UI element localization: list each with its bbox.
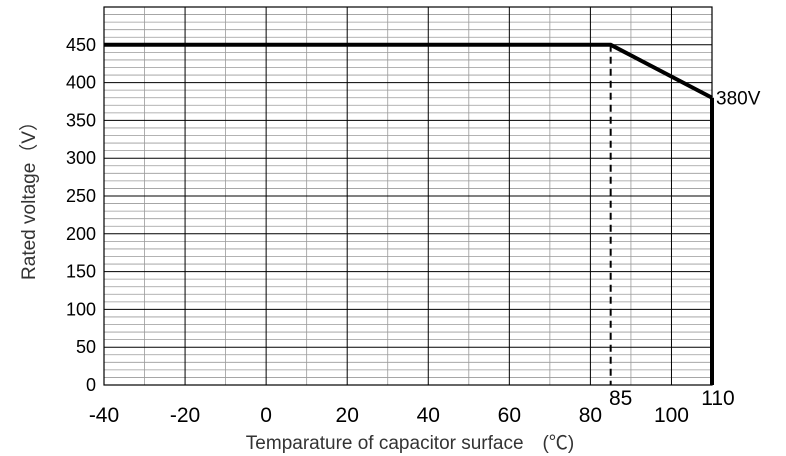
x-tick-label: -40 [89, 404, 119, 427]
y-tick-label: 400 [66, 73, 96, 93]
reference-lines [609, 44, 714, 385]
annotation-380v-label: 380V [716, 89, 761, 110]
y-tick-labels: 0 50 100 150 200 250 300 350 400 450 [66, 35, 96, 395]
series-lines [104, 42, 713, 100]
y-tick-label: 450 [66, 35, 96, 55]
y-tick-label: 50 [76, 337, 96, 357]
y-tick-label: 250 [66, 186, 96, 206]
annotations: 85 110 380V [609, 89, 761, 410]
x-tick-label: 100 [654, 404, 689, 427]
series-line [104, 42, 713, 100]
y-tick-label: 350 [66, 110, 96, 130]
annotation-110-label: 110 [701, 387, 734, 410]
x-tick-label: -20 [170, 404, 200, 427]
y-tick-label: 150 [66, 262, 96, 282]
y-tick-label: 200 [66, 224, 96, 244]
x-tick-labels: -40 -20 0 20 40 60 80 100 [89, 404, 689, 427]
annotation-85-label: 85 [609, 387, 632, 410]
y-axis-label: Rated voltage（V） [18, 112, 40, 280]
x-axis-label: Temparature of capacitor surface (℃) [246, 433, 574, 454]
y-tick-label: 300 [66, 148, 96, 168]
y-tick-label: 100 [66, 299, 96, 319]
y-tick-label: 0 [86, 375, 96, 395]
x-tick-label: 80 [579, 404, 602, 427]
x-tick-label: 0 [260, 404, 272, 427]
x-tick-label: 60 [498, 404, 521, 427]
x-tick-label: 40 [417, 404, 440, 427]
x-tick-label: 20 [336, 404, 359, 427]
